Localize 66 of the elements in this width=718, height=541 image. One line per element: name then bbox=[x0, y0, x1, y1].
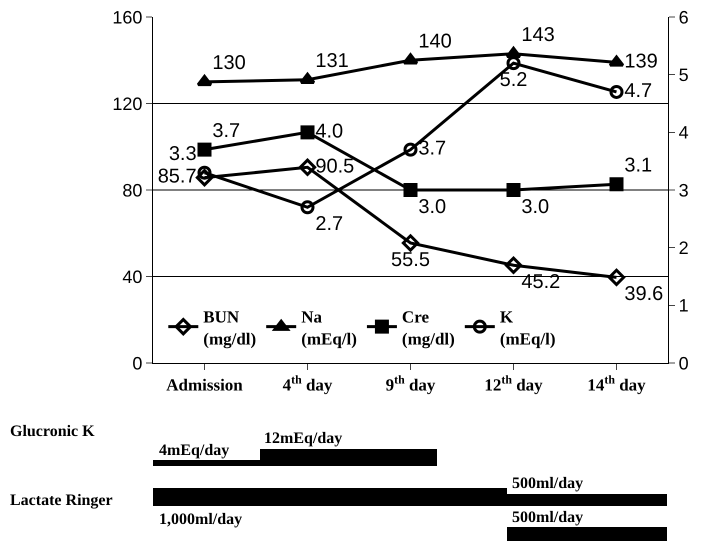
y-tick-label: 80 bbox=[122, 180, 142, 200]
data-label: 3.0 bbox=[418, 196, 446, 218]
point bbox=[402, 234, 420, 252]
data-label: 2.7 bbox=[315, 213, 344, 236]
data-label: 3.7 bbox=[418, 138, 446, 160]
data-label: 131 bbox=[315, 50, 349, 72]
point bbox=[404, 183, 418, 197]
point bbox=[608, 55, 624, 67]
data-label: 3.1 bbox=[624, 154, 652, 176]
point bbox=[504, 256, 522, 274]
point bbox=[300, 200, 314, 214]
data-label: 3.0 bbox=[521, 196, 550, 218]
text: 500ml/day bbox=[512, 509, 584, 526]
y2-tick-label: 6 bbox=[678, 7, 689, 28]
data-label: 4.0 bbox=[315, 120, 344, 142]
point bbox=[196, 74, 212, 86]
x-tick-label: 9$^{th}$ day bbox=[386, 372, 436, 394]
data-label: 3.7 bbox=[212, 120, 240, 142]
data-label: 39.6 bbox=[624, 283, 664, 306]
data-label: 130 bbox=[212, 52, 246, 74]
data-label: 139 bbox=[624, 50, 658, 72]
text: Lactate Ringer bbox=[10, 492, 113, 509]
data-label: 4.7 bbox=[624, 80, 652, 102]
point bbox=[402, 53, 418, 64]
point bbox=[506, 46, 522, 58]
legend-label: Na (mEq/l) bbox=[301, 307, 357, 348]
y2-tick-label: 2 bbox=[678, 238, 689, 258]
data-label: 140 bbox=[418, 30, 452, 52]
text: 4mEq/day bbox=[159, 442, 230, 459]
text: 1,000ml/day bbox=[159, 511, 242, 528]
point bbox=[300, 125, 314, 140]
x-tick-label: 12$^{th}$ day bbox=[484, 372, 544, 394]
legend-label: K (mEq/l) bbox=[500, 307, 556, 348]
point bbox=[196, 169, 214, 186]
point bbox=[610, 84, 624, 99]
point bbox=[506, 183, 520, 197]
data-label: 3.3 bbox=[168, 142, 197, 165]
text: 12mEq/day bbox=[264, 430, 342, 447]
y-tick-label: 0 bbox=[132, 353, 142, 374]
y2-tick-label: 1 bbox=[678, 296, 689, 316]
x-tick-label: Admission bbox=[166, 375, 244, 394]
point bbox=[506, 56, 520, 70]
y-tick-label: 160 bbox=[112, 7, 142, 28]
y2-tick-label: 5 bbox=[678, 64, 689, 85]
y2-tick-label: 3 bbox=[678, 180, 689, 200]
data-label: 55.5 bbox=[391, 248, 430, 271]
data-label: 5.2 bbox=[500, 69, 528, 92]
data-label: 90.5 bbox=[315, 155, 354, 178]
y-tick-label: 40 bbox=[122, 266, 142, 287]
point bbox=[404, 142, 418, 157]
text: 500ml/day bbox=[512, 475, 584, 492]
x-tick-label: 14$^{th}$ day bbox=[587, 372, 646, 394]
y-tick-label: 120 bbox=[112, 94, 142, 114]
point bbox=[608, 268, 626, 286]
legend-label: BUN (mg/dl) bbox=[203, 307, 256, 348]
point bbox=[300, 72, 316, 84]
point bbox=[298, 158, 316, 176]
point bbox=[198, 142, 212, 157]
y2-tick-label: 0 bbox=[678, 353, 689, 374]
data-label: 143 bbox=[521, 24, 555, 46]
text: Glucronic K bbox=[10, 423, 96, 440]
point bbox=[610, 177, 624, 192]
data-label: 85.7 bbox=[158, 166, 197, 188]
y2-tick-label: 4 bbox=[678, 122, 689, 143]
x-tick-label: 4$^{th}$ day bbox=[282, 372, 333, 394]
legend-label: Cre (mg/dl) bbox=[402, 307, 455, 348]
